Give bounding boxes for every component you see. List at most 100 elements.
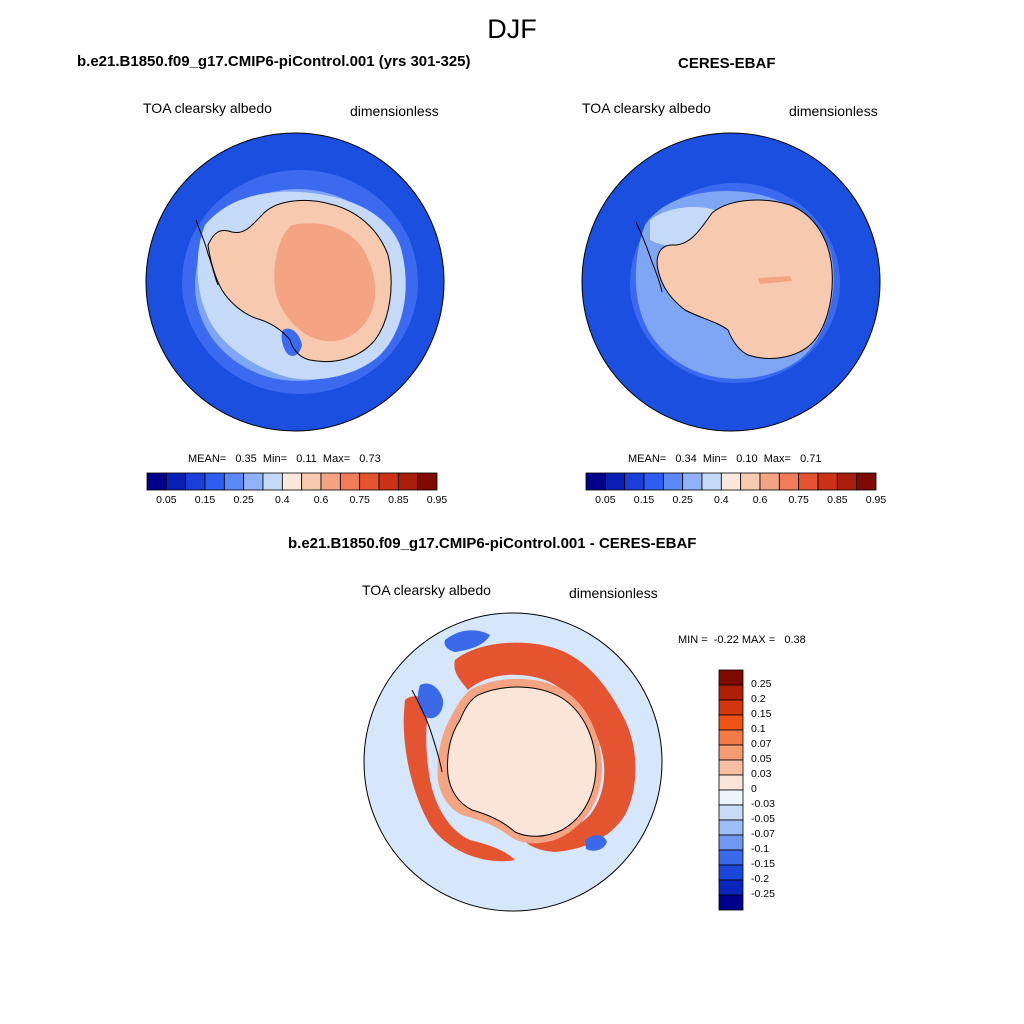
colorbar-tick-label: 0.25	[751, 678, 772, 690]
diff-pos-strong-region	[403, 696, 515, 862]
colorbar-swatch	[856, 472, 877, 491]
obs-colorbar	[585, 472, 877, 491]
diff-pos-light-region	[447, 687, 596, 837]
colorbar-tick-label: 0.75	[349, 494, 370, 506]
colorbar-swatch	[662, 472, 684, 491]
colorbar-swatch	[397, 472, 419, 491]
colorbar-swatch	[740, 472, 761, 491]
colorbar-swatch	[146, 472, 167, 491]
diff-panel-title: b.e21.B1850.f09_g17.CMIP6-piControl.001 …	[288, 535, 697, 552]
diff-units-label: dimensionless	[569, 585, 658, 601]
colorbar-tick-label: -0.03	[751, 798, 775, 810]
colorbar-tick-label: -0.05	[751, 813, 775, 825]
colorbar-swatch	[817, 472, 838, 491]
colorbar-tick-label: 0.05	[595, 494, 616, 506]
colorbar-swatch	[339, 472, 361, 491]
model-map	[146, 133, 444, 431]
colorbar-tick-label: 0.95	[426, 494, 448, 506]
colorbar-tick-label: 0.15	[751, 708, 772, 720]
colorbar-tick-label: 0.05	[751, 753, 772, 765]
colorbar-tick-label: 0.1	[751, 723, 766, 735]
colorbar-tick-label: -0.2	[751, 873, 770, 885]
colorbar-swatch	[718, 849, 744, 866]
diff-pos-strong-region	[454, 642, 636, 852]
plateau-region	[758, 276, 792, 284]
colorbar-swatch	[185, 472, 206, 491]
colorbar-tick-label: 0.85	[827, 494, 848, 506]
colorbar-tick-label: 0.4	[714, 494, 729, 506]
colorbar-swatch	[718, 729, 744, 746]
colorbar-tick-label: -0.1	[751, 843, 770, 855]
colorbar-swatch	[718, 789, 744, 806]
colorbar-tick-label: 0.15	[633, 494, 655, 506]
colorbar-swatch	[836, 472, 858, 491]
model-stats: MEAN= 0.35 Min= 0.11 Max= 0.73	[188, 453, 381, 465]
colorbar-tick-label: 0.95	[865, 494, 887, 506]
diff-neg-region	[585, 835, 607, 851]
colorbar-swatch	[643, 472, 664, 491]
colorbar-tick-label: 0.25	[233, 494, 254, 506]
colorbar-tick-label: 0.4	[275, 494, 290, 506]
colorbar-tick-label: -0.25	[751, 888, 775, 900]
colorbar-swatch	[718, 834, 744, 851]
colorbar-tick-label: 0.03	[751, 768, 772, 780]
colorbar-swatch	[718, 699, 744, 716]
colorbar-swatch	[359, 472, 380, 491]
colorbar-tick-label: 0.07	[751, 738, 772, 750]
diff-stats: MIN = -0.22 MAX = 0.38	[678, 634, 806, 646]
colorbar-swatch	[223, 472, 245, 491]
figure-title: DJF	[487, 14, 537, 44]
colorbar-tick-label: 0.15	[194, 494, 216, 506]
colorbar-tick-label: 0.6	[313, 494, 329, 506]
colorbar-swatch	[718, 894, 744, 911]
colorbar-swatch	[798, 472, 819, 491]
colorbar-swatch	[718, 774, 744, 791]
obs-panel-title: CERES-EBAF	[678, 55, 776, 72]
colorbar-tick-label: 0	[751, 783, 757, 795]
plateau-region	[274, 223, 376, 342]
colorbar-swatch	[718, 744, 744, 761]
colorbar-tick-label: 0.85	[388, 494, 409, 506]
colorbar-swatch	[624, 472, 645, 491]
colorbar-tick-label: 0.05	[156, 494, 177, 506]
colorbar-swatch	[604, 472, 626, 491]
colorbar-swatch	[718, 684, 744, 701]
colorbar-swatch	[204, 472, 225, 491]
colorbar-swatch	[718, 819, 744, 836]
colorbar-swatch	[718, 759, 744, 776]
colorbar-swatch	[378, 472, 399, 491]
colorbar-swatch	[718, 864, 744, 881]
colorbar-swatch	[701, 472, 722, 491]
colorbar-swatch	[778, 472, 800, 491]
colorbar-swatch	[718, 714, 744, 731]
diff-map	[364, 613, 662, 911]
diff-variable-label: TOA clearsky albedo	[362, 582, 491, 598]
colorbar-tick-label: -0.07	[751, 828, 775, 840]
colorbar-swatch	[320, 472, 341, 491]
obs-variable-label: TOA clearsky albedo	[582, 100, 711, 116]
colorbar-swatch	[720, 472, 742, 491]
colorbar-swatch	[262, 472, 283, 491]
obs-stats: MEAN= 0.34 Min= 0.10 Max= 0.71	[628, 453, 822, 465]
colorbar-swatch	[243, 472, 264, 491]
colorbar-swatch	[585, 472, 606, 491]
colorbar-swatch	[759, 472, 780, 491]
colorbar-swatch	[718, 879, 744, 896]
diff-neg-region	[417, 683, 444, 719]
colorbar-swatch	[718, 804, 744, 821]
colorbar-tick-label: 0.75	[788, 494, 809, 506]
colorbar-swatch	[301, 472, 322, 491]
colorbar-swatch	[682, 472, 703, 491]
obs-units-label: dimensionless	[789, 103, 878, 119]
colorbar-tick-label: 0.6	[752, 494, 768, 506]
diff-neg-region	[444, 630, 490, 652]
colorbar-swatch	[281, 472, 303, 491]
obs-map	[582, 133, 880, 431]
model-panel-title: b.e21.B1850.f09_g17.CMIP6-piControl.001 …	[77, 53, 471, 70]
model-colorbar	[146, 472, 438, 491]
colorbar-tick-label: 0.2	[751, 693, 766, 705]
colorbar-tick-label: 0.25	[672, 494, 693, 506]
continent-region	[657, 200, 833, 359]
colorbar-swatch	[417, 472, 438, 491]
